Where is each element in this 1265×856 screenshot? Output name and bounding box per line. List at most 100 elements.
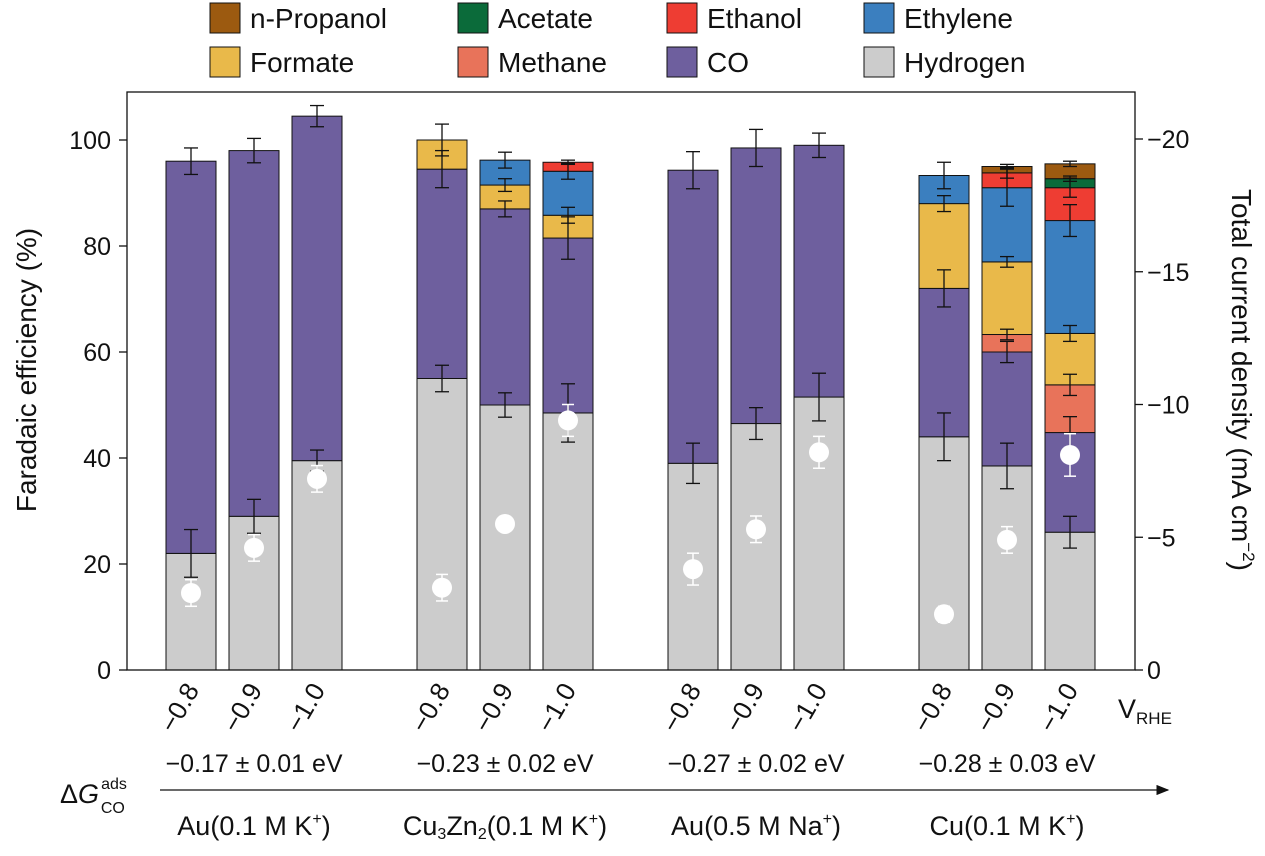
current-density-point xyxy=(683,559,703,580)
current-density-point xyxy=(432,577,452,598)
bar-3-2 xyxy=(1044,160,1096,671)
bar-segment-co xyxy=(730,147,782,425)
bar-group-3 xyxy=(918,160,1096,671)
legend-swatch-n-propanol xyxy=(209,2,241,34)
legend-label-ethylene: Ethylene xyxy=(904,3,1013,34)
legend-swatch-methane xyxy=(457,46,489,78)
bar-2-1 xyxy=(730,128,782,671)
bar-segment-hydrogen xyxy=(730,423,782,671)
legend-label-ethanol: Ethanol xyxy=(707,3,802,34)
legend-item-co: CO xyxy=(666,46,749,78)
delta-g-value: −0.28 ± 0.03 eV xyxy=(918,750,1095,778)
left-axis-tick-label: 80 xyxy=(83,233,111,261)
legend-swatch-ethylene xyxy=(863,2,895,34)
bar-1-0 xyxy=(416,123,468,671)
right-axis-tick-label: −20 xyxy=(1147,126,1189,154)
potential-label: −0.9 xyxy=(718,678,770,737)
bar-segment-co xyxy=(291,115,343,462)
group-name: Cu3Zn2(0.1 M K+) xyxy=(403,811,607,843)
current-density-point xyxy=(997,529,1017,550)
current-density-point xyxy=(307,468,327,489)
potential-label: −0.9 xyxy=(216,678,268,737)
current-density-point xyxy=(809,442,829,463)
bar-2-0 xyxy=(667,151,719,671)
legend-label-methane: Methane xyxy=(498,47,607,78)
potential-label: −0.9 xyxy=(467,678,519,737)
bar-3-1 xyxy=(981,163,1033,671)
bar-1-2 xyxy=(542,159,594,671)
bar-0-2 xyxy=(291,104,343,671)
legend-swatch-ethanol xyxy=(666,2,698,34)
potential-label: −0.8 xyxy=(153,678,205,737)
bar-segment-hydrogen xyxy=(918,436,970,671)
potential-label: −0.8 xyxy=(404,678,456,737)
legend-swatch-hydrogen xyxy=(863,46,895,78)
bar-3-0 xyxy=(918,161,970,671)
potential-unit-label: VRHE xyxy=(1118,694,1172,728)
right-axis-tick-label: −5 xyxy=(1147,524,1176,552)
bar-segment-co xyxy=(667,169,719,464)
legend-item-n-propanol: n-Propanol xyxy=(209,2,387,34)
legend-item-acetate: Acetate xyxy=(457,2,593,34)
potential-label: −0.8 xyxy=(906,678,958,737)
legend-item-ethanol: Ethanol xyxy=(666,2,802,34)
left-axis-tick-label: 40 xyxy=(83,445,111,473)
potential-label: −1.0 xyxy=(781,678,833,737)
current-density-point xyxy=(1060,444,1080,465)
right-axis-tick-label: 0 xyxy=(1147,657,1161,685)
bar-segment-ethylene xyxy=(1044,220,1096,334)
bar-segment-hydrogen xyxy=(1044,531,1096,671)
left-axis-tick-label: 60 xyxy=(83,339,111,367)
legend-label-acetate: Acetate xyxy=(498,3,593,34)
left-axis-tick-label: 20 xyxy=(83,551,111,579)
legend-label-hydrogen: Hydrogen xyxy=(904,47,1025,78)
delta-g-value: −0.27 ± 0.02 eV xyxy=(667,750,844,778)
group-name: Au(0.5 M Na+) xyxy=(671,811,841,841)
bar-0-0 xyxy=(165,147,217,671)
bar-segment-co xyxy=(479,208,531,406)
right-axis-tick-label: −10 xyxy=(1147,392,1189,420)
bar-0-1 xyxy=(228,137,280,671)
plot-frame xyxy=(126,91,1136,671)
legend-swatch-formate xyxy=(209,46,241,78)
current-density-point xyxy=(244,537,264,558)
group-name: Cu(0.1 M K+) xyxy=(930,811,1085,841)
legend-swatch-co xyxy=(666,46,698,78)
current-density-point xyxy=(495,513,515,534)
bar-segment-formate xyxy=(981,261,1033,336)
current-density-point xyxy=(558,410,578,431)
potential-label: −1.0 xyxy=(1032,678,1084,737)
legend-item-hydrogen: Hydrogen xyxy=(863,46,1025,78)
bar-segment-hydrogen xyxy=(479,404,531,671)
group-name: Au(0.1 M K+) xyxy=(177,811,330,841)
bar-group-1 xyxy=(416,123,594,671)
potential-label: −1.0 xyxy=(279,678,331,737)
current-density-point xyxy=(746,519,766,540)
current-density-point xyxy=(934,604,954,625)
legend-item-formate: Formate xyxy=(209,46,354,78)
legend-label-n-propanol: n-Propanol xyxy=(250,3,387,34)
bar-group-2 xyxy=(667,128,845,671)
bar-2-2 xyxy=(793,132,845,671)
right-axis-title: Total current density (mA cm−2) xyxy=(1226,189,1258,571)
bar-segment-co xyxy=(228,150,280,517)
legend-swatch-acetate xyxy=(457,2,489,34)
bar-segment-co xyxy=(793,144,845,398)
bar-1-1 xyxy=(479,151,531,671)
bar-group-0 xyxy=(165,104,343,671)
potential-label: −0.9 xyxy=(969,678,1021,737)
legend-label-formate: Formate xyxy=(250,47,354,78)
delta-g-value: −0.17 ± 0.01 eV xyxy=(165,750,342,778)
bar-segment-hydrogen xyxy=(542,412,594,671)
potential-label: −0.8 xyxy=(655,678,707,737)
legend-label-co: CO xyxy=(707,47,749,78)
left-axis-tick-label: 100 xyxy=(69,127,111,155)
left-axis-title: Faradaic efficiency (%) xyxy=(11,228,42,512)
bar-segment-hydrogen xyxy=(981,465,1033,671)
legend-item-ethylene: Ethylene xyxy=(863,2,1013,34)
right-axis-tick-label: −15 xyxy=(1147,259,1189,287)
current-density-point xyxy=(181,583,201,604)
bar-segment-co xyxy=(416,168,468,379)
